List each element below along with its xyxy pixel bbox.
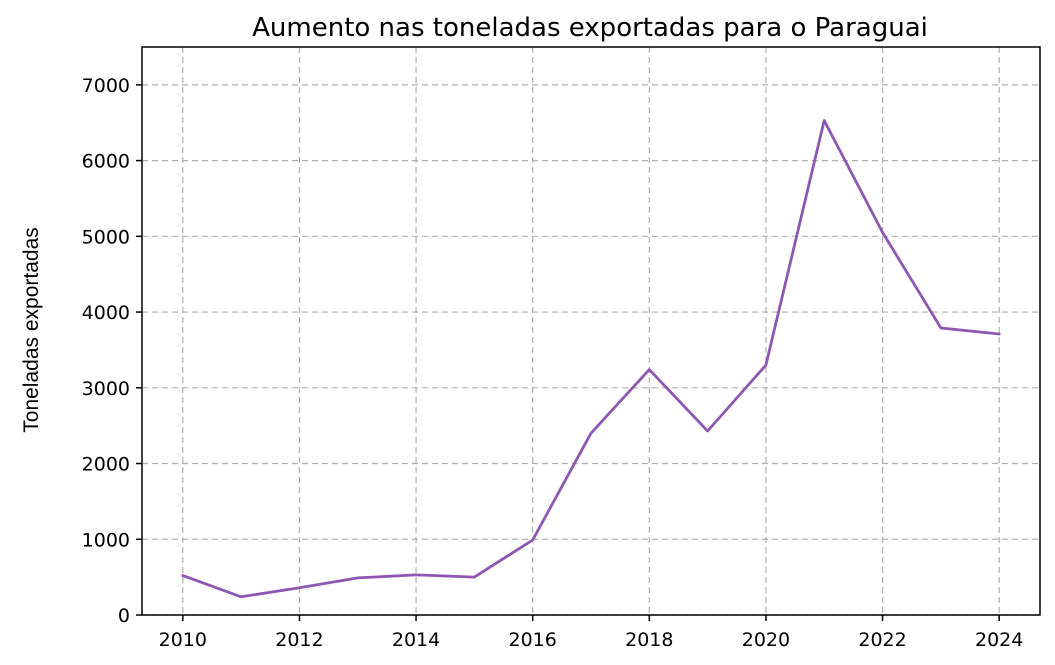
y-axis-label: Toneladas exportadas	[20, 227, 43, 432]
x-tick-label: 2012	[275, 629, 323, 651]
x-tick-label: 2010	[159, 629, 207, 651]
chart-title: Aumento nas toneladas exportadas para o …	[252, 13, 928, 43]
ticks: 2010 2012 2014 2016 2018 2020 2022 2024 0 1000 200…	[82, 75, 1024, 651]
grid	[142, 47, 1040, 616]
series-line	[181, 119, 1001, 599]
y-tick-label: 2000	[82, 454, 130, 476]
x-tick-label: 2024	[975, 629, 1023, 651]
x-tick-label: 2020	[742, 629, 790, 651]
y-tick-label: 5000	[82, 226, 130, 248]
series-layer	[181, 119, 1001, 599]
y-tick-label: 7000	[82, 75, 130, 97]
x-tick-label: 2014	[392, 629, 440, 651]
x-tick-label: 2018	[625, 629, 673, 651]
y-tick-label: 1000	[82, 529, 130, 551]
y-tick-label: 0	[118, 605, 130, 627]
x-tick-label: 2016	[509, 629, 557, 651]
y-tick-label: 6000	[82, 151, 130, 173]
y-tick-label: 3000	[82, 378, 130, 400]
plot-area-frame	[141, 46, 1041, 616]
y-tick-label: 4000	[82, 302, 130, 324]
x-tick-label: 2022	[858, 629, 906, 651]
